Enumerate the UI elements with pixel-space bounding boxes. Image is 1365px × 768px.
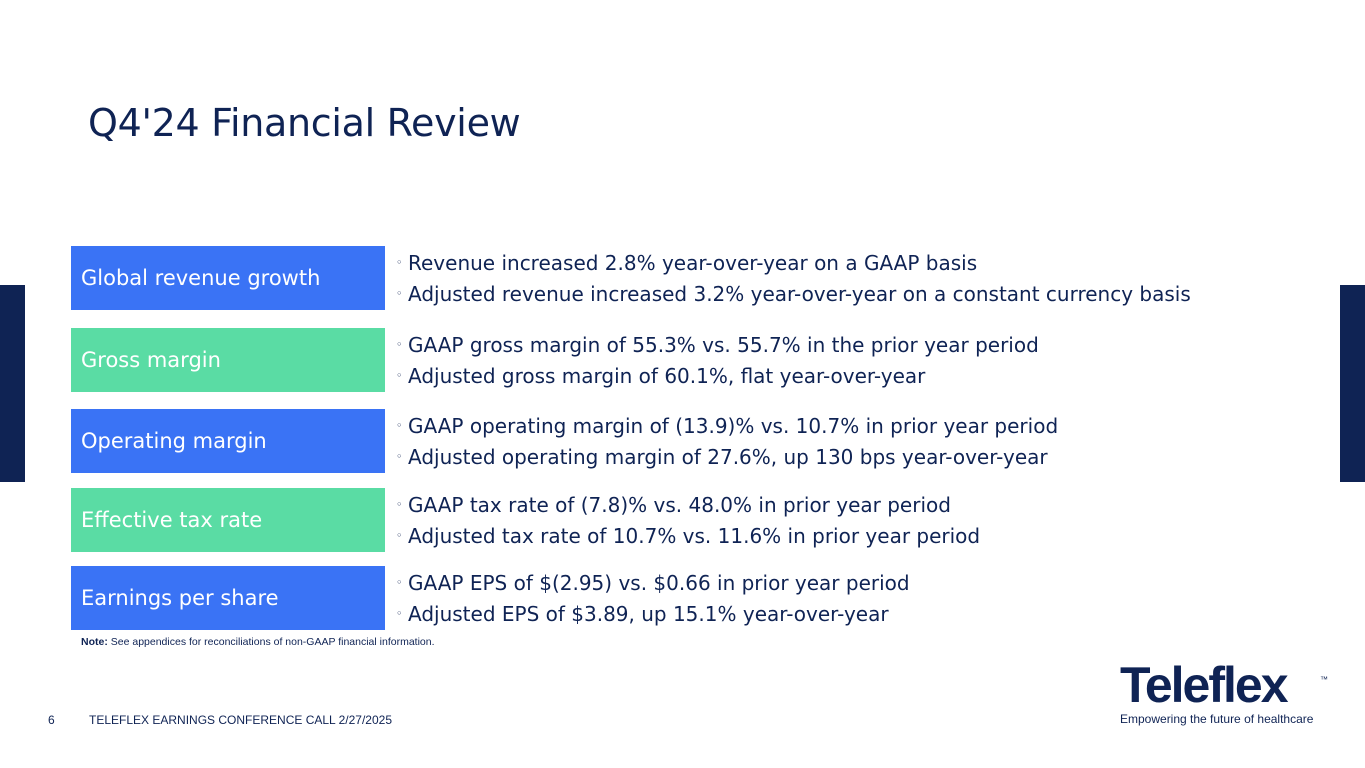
logo-wordmark-graphic: Teleflex ™ [1120, 660, 1328, 710]
page-number: 6 [48, 713, 55, 727]
logo-wordmark: Teleflex [1120, 660, 1289, 710]
metric-row-eps: Earnings per share ◦ GAAP EPS of $(2.95) … [71, 566, 1311, 630]
slide-title: Q4'24 Financial Review [88, 101, 521, 145]
bullet-icon: ◦ [396, 576, 403, 589]
metric-row-gross-margin: Gross margin ◦ GAAP gross margin of 55.3%… [71, 328, 1311, 392]
bullet-icon: ◦ [396, 287, 403, 300]
bullet-icon: ◦ [396, 369, 403, 382]
bullet-item: ◦ GAAP operating margin of (13.9)% vs. 10… [396, 411, 1296, 442]
footnote-text: See appendices for reconciliations of no… [107, 636, 435, 648]
footer-text: TELEFLEX EARNINGS CONFERENCE CALL 2/27/2… [89, 713, 392, 727]
bullet-icon: ◦ [396, 338, 403, 351]
metric-row-revenue: Global revenue growth ◦ Revenue increased… [71, 246, 1311, 310]
bullet-icon: ◦ [396, 498, 403, 511]
metric-bullets: ◦ Revenue increased 2.8% year-over-year o… [396, 248, 1296, 310]
bullet-item: ◦ Adjusted EPS of $3.89, up 15.1% year-ov… [396, 599, 1296, 630]
bullet-item: ◦ GAAP tax rate of (7.8)% vs. 48.0% in pr… [396, 490, 1296, 521]
bullet-item: ◦ GAAP gross margin of 55.3% vs. 55.7% in… [396, 330, 1296, 361]
bullet-item: ◦ Adjusted gross margin of 60.1%, flat ye… [396, 361, 1296, 392]
logo-tagline: Empowering the future of healthcare [1120, 712, 1314, 726]
left-accent-bar [0, 285, 25, 482]
metric-bullets: ◦ GAAP tax rate of (7.8)% vs. 48.0% in pr… [396, 490, 1296, 552]
metric-bullets: ◦ GAAP EPS of $(2.95) vs. $0.66 in prior … [396, 568, 1296, 630]
metric-label: Earnings per share [71, 566, 385, 630]
metric-bullets: ◦ GAAP gross margin of 55.3% vs. 55.7% in… [396, 330, 1296, 392]
bullet-icon: ◦ [396, 450, 403, 463]
right-accent-bar [1340, 285, 1365, 482]
bullet-icon: ◦ [396, 529, 403, 542]
metric-label: Global revenue growth [71, 246, 385, 310]
metric-label: Effective tax rate [71, 488, 385, 552]
bullet-icon: ◦ [396, 419, 403, 432]
bullet-item: ◦ Adjusted tax rate of 10.7% vs. 11.6% in… [396, 521, 1296, 552]
bullet-item: ◦ Revenue increased 2.8% year-over-year o… [396, 248, 1296, 279]
bullet-icon: ◦ [396, 256, 403, 269]
bullet-item: ◦ GAAP EPS of $(2.95) vs. $0.66 in prior … [396, 568, 1296, 599]
footnote: Note: See appendices for reconciliations… [81, 636, 435, 648]
metric-row-operating-margin: Operating margin ◦ GAAP operating margin … [71, 409, 1311, 473]
metric-label: Operating margin [71, 409, 385, 473]
logo-trademark: ™ [1320, 675, 1328, 684]
metric-row-tax-rate: Effective tax rate ◦ GAAP tax rate of (7.… [71, 488, 1311, 552]
bullet-icon: ◦ [396, 607, 403, 620]
bullet-item: ◦ Adjusted operating margin of 27.6%, up … [396, 442, 1296, 473]
metric-label: Gross margin [71, 328, 385, 392]
bullet-item: ◦ Adjusted revenue increased 3.2% year-ov… [396, 279, 1296, 310]
footnote-label: Note: [81, 636, 108, 648]
teleflex-logo: Teleflex ™ [1120, 660, 1335, 730]
metric-bullets: ◦ GAAP operating margin of (13.9)% vs. 10… [396, 411, 1296, 473]
